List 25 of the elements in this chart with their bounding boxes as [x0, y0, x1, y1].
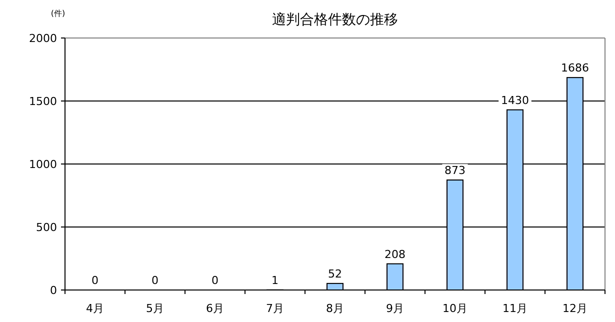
x-tick-label: 5月: [146, 302, 164, 315]
data-label: 0: [152, 274, 158, 287]
x-tick-label: 12月: [562, 302, 588, 315]
data-label: 873: [444, 164, 466, 177]
x-tick-label: 7月: [266, 302, 284, 315]
data-label: 0: [92, 274, 98, 287]
y-tick-label: 0: [50, 284, 57, 297]
data-label: 0: [212, 274, 218, 287]
chart-title: 適判合格件数の推移: [272, 12, 398, 28]
data-label: 1430: [501, 94, 529, 107]
x-tick-label: 9月: [386, 302, 404, 315]
y-axis-title: (件): [50, 9, 66, 18]
x-tick-label: 11月: [502, 302, 528, 315]
x-tick-label: 4月: [86, 302, 104, 315]
y-tick-label: 2000: [29, 32, 57, 45]
y-tick-label: 1000: [29, 158, 57, 171]
x-tick-label: 10月: [442, 302, 468, 315]
x-tick-label: 8月: [326, 302, 344, 315]
x-tick-label: 6月: [206, 302, 224, 315]
data-label: 1686: [561, 62, 589, 75]
data-label: 52: [328, 267, 342, 280]
y-tick-label: 500: [36, 221, 57, 234]
data-label: 1: [272, 274, 278, 287]
data-label: 208: [384, 248, 406, 261]
y-tick-label: 1500: [29, 95, 57, 108]
